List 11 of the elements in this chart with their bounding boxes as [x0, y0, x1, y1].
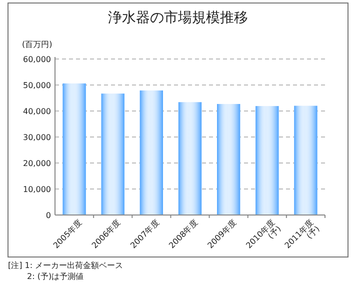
y-tick-label: 40,000 — [23, 107, 51, 116]
y-axis-title: (百万円) — [22, 40, 52, 49]
y-tick-label: 60,000 — [23, 55, 51, 64]
y-tick-label: 30,000 — [23, 133, 51, 142]
chart-title: 浄水器の市場規模推移 — [108, 10, 248, 26]
y-tick-label: 0 — [46, 211, 51, 220]
text: 2: (予)は予測値 — [27, 272, 84, 281]
y-tick-label: 50,000 — [23, 81, 51, 90]
y-tick-label: 20,000 — [23, 159, 51, 168]
y-tick-label: 10,000 — [23, 185, 51, 194]
text: [注] 1: メーカー出荷金額ベース — [8, 261, 124, 270]
